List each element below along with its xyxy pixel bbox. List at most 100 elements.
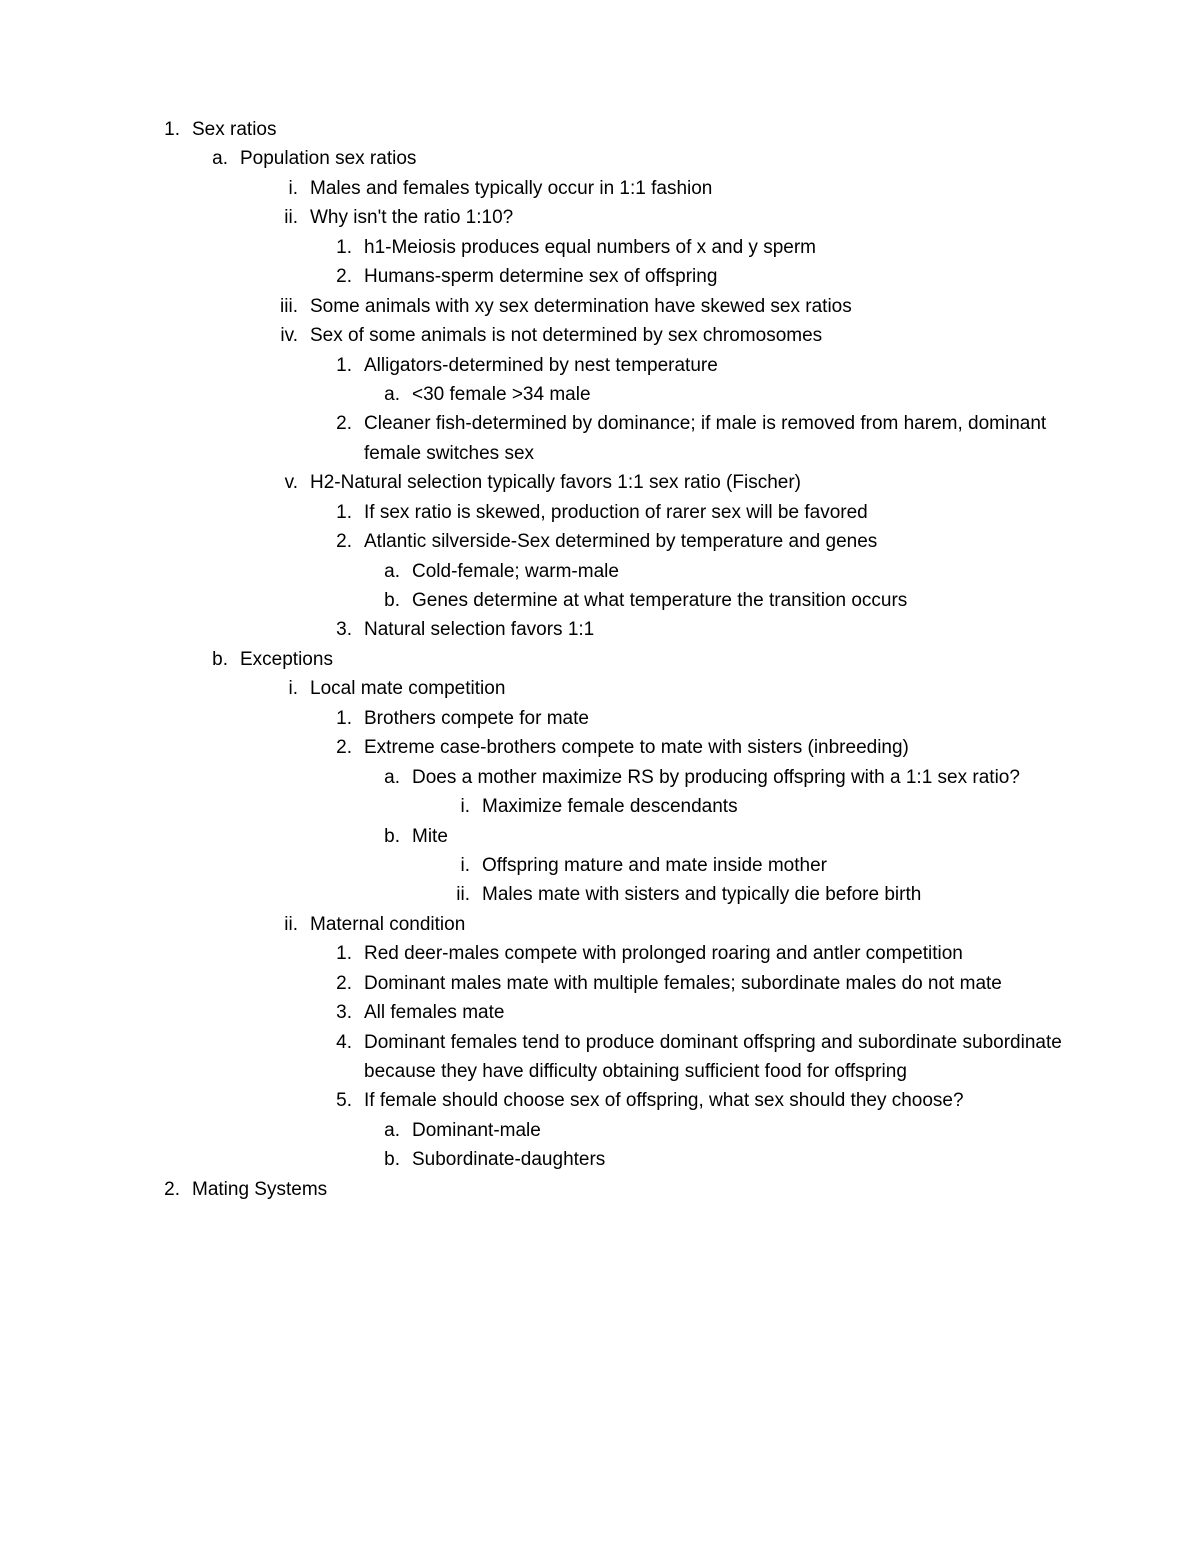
outline-item: i.Offspring mature and mate inside mothe… (128, 851, 1072, 880)
outline-text: Brothers compete for mate (364, 704, 1072, 733)
outline-item: b.Exceptions (128, 645, 1072, 674)
outline-text: Dominant females tend to produce dominan… (364, 1028, 1072, 1087)
outline-marker: 3. (324, 615, 364, 644)
outline-marker: a. (372, 1116, 412, 1145)
outline-item: 1.Red deer-males compete with prolonged … (128, 939, 1072, 968)
outline-item: 1.h1-Meiosis produces equal numbers of x… (128, 233, 1072, 262)
outline-text: All females mate (364, 998, 1072, 1027)
outline-marker: 5. (324, 1086, 364, 1115)
outline-item: 2.Atlantic silverside-Sex determined by … (128, 527, 1072, 556)
outline-item: ii.Why isn't the ratio 1:10? (128, 203, 1072, 232)
outline-item: v.H2-Natural selection typically favors … (128, 468, 1072, 497)
outline-text: If female should choose sex of offspring… (364, 1086, 1072, 1115)
outline-marker: i. (248, 174, 310, 203)
outline-text: Red deer-males compete with prolonged ro… (364, 939, 1072, 968)
outline-marker: 1. (324, 498, 364, 527)
outline-text: h1-Meiosis produces equal numbers of x a… (364, 233, 1072, 262)
outline-item: b.Mite (128, 822, 1072, 851)
outline-text: Sex ratios (192, 115, 1072, 144)
outline-marker: a. (200, 144, 240, 173)
outline-item: 1.Alligators-determined by nest temperat… (128, 351, 1072, 380)
outline-marker: b. (372, 586, 412, 615)
outline-marker: 3. (324, 998, 364, 1027)
outline-marker: i. (248, 674, 310, 703)
outline-marker: ii. (248, 203, 310, 232)
outline-text: Cold-female; warm-male (412, 557, 1072, 586)
outline-item: 5.If female should choose sex of offspri… (128, 1086, 1072, 1115)
outline-text: Some animals with xy sex determination h… (310, 292, 1072, 321)
outline-marker: 1. (324, 233, 364, 262)
outline-marker: ii. (248, 910, 310, 939)
outline-text: Extreme case-brothers compete to mate wi… (364, 733, 1072, 762)
outline-item: a.Cold-female; warm-male (128, 557, 1072, 586)
outline-marker: 2. (152, 1175, 192, 1204)
document-page: 1.Sex ratiosa.Population sex ratiosi.Mal… (0, 0, 1200, 1553)
outline-text: Mite (412, 822, 1072, 851)
outline-item: ii.Maternal condition (128, 910, 1072, 939)
outline-marker: b. (372, 822, 412, 851)
outline-marker: a. (372, 763, 412, 792)
outline-text: Dominant-male (412, 1116, 1072, 1145)
outline-item: 2.Mating Systems (128, 1175, 1072, 1204)
outline-text: Atlantic silverside-Sex determined by te… (364, 527, 1072, 556)
outline-item: b.Subordinate-daughters (128, 1145, 1072, 1174)
outline-text: <30 female >34 male (412, 380, 1072, 409)
outline-text: Mating Systems (192, 1175, 1072, 1204)
outline-item: 2.Extreme case-brothers compete to mate … (128, 733, 1072, 762)
outline-marker: i. (420, 851, 482, 880)
outline-item: i.Local mate competition (128, 674, 1072, 703)
outline-text: Offspring mature and mate inside mother (482, 851, 1072, 880)
outline-item: 4.Dominant females tend to produce domin… (128, 1028, 1072, 1087)
outline-text: Sex of some animals is not determined by… (310, 321, 1072, 350)
outline-text: Maternal condition (310, 910, 1072, 939)
outline-item: ii.Males mate with sisters and typically… (128, 880, 1072, 909)
outline-item: 2.Cleaner fish-determined by dominance; … (128, 409, 1072, 468)
outline-marker: ii. (420, 880, 482, 909)
outline-item: b.Genes determine at what temperature th… (128, 586, 1072, 615)
outline-text: Genes determine at what temperature the … (412, 586, 1072, 615)
outline-item: 3.All females mate (128, 998, 1072, 1027)
outline-text: Maximize female descendants (482, 792, 1072, 821)
outline-text: Cleaner fish-determined by dominance; if… (364, 409, 1072, 468)
outline-text: Males and females typically occur in 1:1… (310, 174, 1072, 203)
outline-marker: a. (372, 380, 412, 409)
outline-item: i.Males and females typically occur in 1… (128, 174, 1072, 203)
outline-text: Exceptions (240, 645, 1072, 674)
outline-text: Subordinate-daughters (412, 1145, 1072, 1174)
outline-marker: 2. (324, 527, 364, 556)
outline-marker: 2. (324, 409, 364, 438)
outline-text: Why isn't the ratio 1:10? (310, 203, 1072, 232)
outline-text: Natural selection favors 1:1 (364, 615, 1072, 644)
outline-marker: v. (248, 468, 310, 497)
outline-text: Local mate competition (310, 674, 1072, 703)
outline-item: 1.Brothers compete for mate (128, 704, 1072, 733)
outline-item: 2.Dominant males mate with multiple fema… (128, 969, 1072, 998)
outline-text: Does a mother maximize RS by producing o… (412, 763, 1072, 792)
outline-item: a.Does a mother maximize RS by producing… (128, 763, 1072, 792)
outline-item: 1.If sex ratio is skewed, production of … (128, 498, 1072, 527)
outline-item: 2.Humans-sperm determine sex of offsprin… (128, 262, 1072, 291)
outline-marker: iv. (248, 321, 310, 350)
outline-text: Males mate with sisters and typically di… (482, 880, 1072, 909)
outline-text: If sex ratio is skewed, production of ra… (364, 498, 1072, 527)
outline-item: 1.Sex ratios (128, 115, 1072, 144)
outline-marker: 1. (324, 351, 364, 380)
outline-item: a.Population sex ratios (128, 144, 1072, 173)
outline-marker: 1. (152, 115, 192, 144)
outline-marker: 1. (324, 704, 364, 733)
outline-marker: a. (372, 557, 412, 586)
outline-text: Alligators-determined by nest temperatur… (364, 351, 1072, 380)
outline-item: iv.Sex of some animals is not determined… (128, 321, 1072, 350)
outline-text: Population sex ratios (240, 144, 1072, 173)
outline-text: Dominant males mate with multiple female… (364, 969, 1072, 998)
outline-marker: i. (420, 792, 482, 821)
outline-marker: iii. (248, 292, 310, 321)
outline-marker: 2. (324, 969, 364, 998)
outline-item: a.<30 female >34 male (128, 380, 1072, 409)
outline-marker: b. (200, 645, 240, 674)
outline-marker: 4. (324, 1028, 364, 1057)
outline-marker: 1. (324, 939, 364, 968)
outline-item: iii.Some animals with xy sex determinati… (128, 292, 1072, 321)
outline-item: a.Dominant-male (128, 1116, 1072, 1145)
outline-marker: 2. (324, 733, 364, 762)
